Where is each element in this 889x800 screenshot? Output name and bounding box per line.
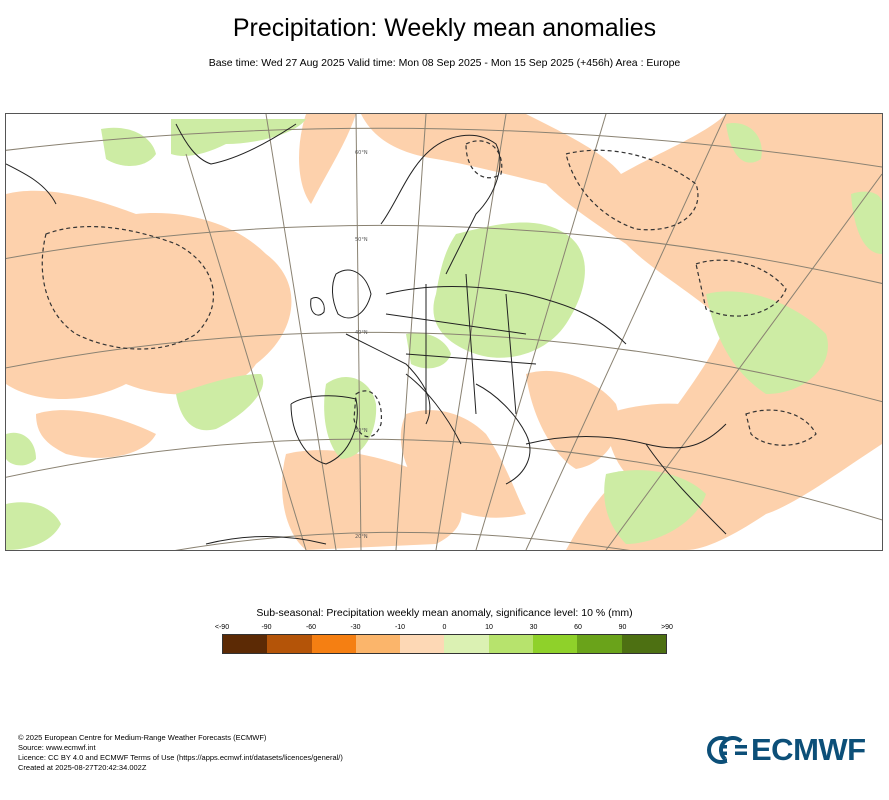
- legend-swatch: [267, 635, 312, 653]
- ecmwf-wave-icon: [707, 736, 747, 764]
- legend-tick: >90: [661, 624, 673, 631]
- grid-label-50n: 50°N: [355, 237, 368, 243]
- footer-line: Source: www.ecmwf.int: [18, 743, 96, 752]
- legend-tick: -60: [305, 624, 317, 631]
- legend-tick: <-90: [214, 624, 230, 631]
- footer-credits: © 2025 European Centre for Medium-Range …: [18, 733, 343, 773]
- legend-swatch: [533, 635, 578, 653]
- significance-contours: [41, 140, 817, 446]
- grid-label-40n: 40°N: [355, 330, 368, 336]
- legend-tick: 10: [485, 624, 493, 631]
- legend-tick: 60: [574, 624, 582, 631]
- footer-line: Licence: CC BY 4.0 and ECMWF Terms of Us…: [18, 753, 343, 762]
- footer-line: Created at 2025-08-27T20:42:34.002Z: [18, 763, 147, 772]
- legend-title: Sub-seasonal: Precipitation weekly mean …: [256, 607, 633, 619]
- legend-tick: 0: [442, 624, 447, 631]
- legend-swatch: [444, 635, 489, 653]
- logo-text: ECMWF: [751, 732, 866, 767]
- map-canvas: 60°N 50°N 40°N 30°N 20°N: [6, 114, 882, 550]
- legend-tick: 90: [618, 624, 627, 631]
- grid-label-60n: 60°N: [355, 150, 368, 156]
- footer-line: © 2025 European Centre for Medium-Range …: [18, 733, 267, 742]
- legend-swatch: [488, 635, 534, 653]
- legend-swatch: [355, 635, 401, 653]
- legend-swatch: [400, 635, 445, 653]
- legend-swatch: [577, 635, 622, 653]
- legend-tick: -30: [350, 624, 361, 631]
- legend-swatch: [621, 635, 666, 653]
- grid-label-20n: 20°N: [355, 534, 368, 540]
- legend-ticks: <-90 -90 -60 -30 -10 0 10 30 60 90 >90: [215, 624, 673, 634]
- ecmwf-logo: ECMWF: [707, 732, 866, 767]
- legend-colorbar: [222, 634, 667, 654]
- legend-tick: -90: [261, 624, 272, 631]
- legend-swatch: [311, 635, 356, 653]
- coastlines: [6, 123, 727, 545]
- legend-swatch: [223, 635, 268, 653]
- legend-tick: 30: [529, 624, 538, 631]
- page-title: Precipitation: Weekly mean anomalies: [232, 14, 657, 42]
- legend-tick: -10: [394, 624, 406, 631]
- anomaly-map[interactable]: 60°N 50°N 40°N 30°N 20°N: [5, 113, 883, 551]
- graticule: [6, 114, 882, 550]
- grid-label-30n: 30°N: [355, 428, 368, 434]
- dry-anomaly-regions: [6, 114, 882, 550]
- page-subtitle: Base time: Wed 27 Aug 2025 Valid time: M…: [208, 57, 681, 69]
